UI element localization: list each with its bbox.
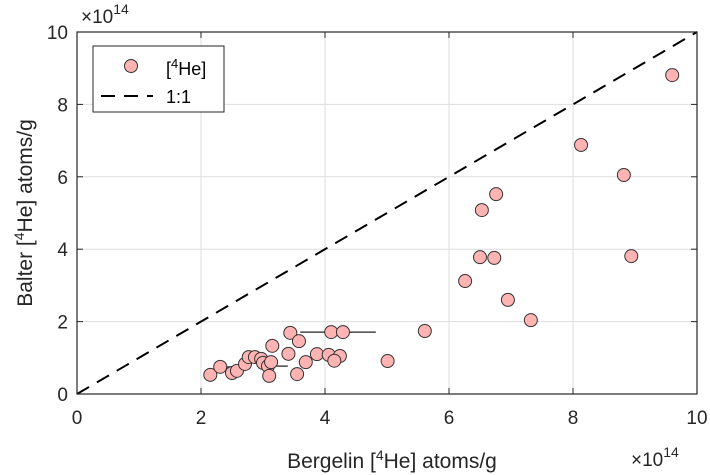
x-tick-label: 6: [444, 408, 455, 429]
data-point: [309, 347, 324, 362]
data-point: [523, 313, 538, 328]
data-point: [262, 368, 277, 383]
axis-ticks: [76, 31, 698, 395]
data-point: [265, 338, 280, 353]
y-exponent: ×1014: [81, 1, 129, 28]
y-tick-label: 0: [57, 385, 68, 406]
x-tick-label: 2: [196, 408, 207, 429]
y-tick-label: 10: [47, 23, 68, 44]
x-tick-labels: 0 2 4 6 8 10: [72, 408, 708, 429]
data-point: [264, 355, 279, 370]
data-point: [290, 367, 305, 382]
grid: [77, 32, 697, 394]
data-point: [500, 292, 515, 307]
data-point: [458, 274, 473, 289]
x-tick-label: 4: [320, 408, 331, 429]
data-point: [335, 325, 350, 340]
x-tick-label: 10: [686, 408, 707, 429]
legend-label-1to1: 1:1: [166, 87, 191, 107]
data-point: [327, 353, 342, 368]
x-tick-label: 0: [72, 408, 83, 429]
x-tick-label: 8: [568, 408, 579, 429]
data-point: [417, 324, 432, 339]
data-point: [665, 68, 680, 83]
data-points: [203, 68, 680, 383]
data-point: [291, 334, 306, 349]
data-point: [298, 355, 313, 370]
x-exponent: ×1014: [631, 444, 679, 471]
data-point: [489, 187, 504, 202]
data-point: [283, 325, 298, 340]
data-point: [473, 250, 487, 265]
data-point: [324, 325, 339, 340]
one-to-one-line: [76, 31, 698, 395]
data-point: [624, 249, 639, 264]
y-axis-label: Balter [4He] atoms/g: [11, 119, 37, 307]
y-tick-label: 8: [57, 95, 68, 116]
data-point: [487, 250, 502, 265]
plot-frame: [76, 31, 698, 395]
legend-box: [92, 45, 225, 113]
y-tick-label: 6: [57, 168, 68, 189]
data-point: [380, 354, 395, 369]
x-axis-label: Bergelin [4He] atoms/g: [287, 447, 497, 473]
data-point: [281, 346, 296, 361]
data-point: [213, 359, 228, 374]
data-point: [203, 367, 218, 382]
y-tick-label: 2: [57, 313, 68, 334]
data-point: [574, 137, 589, 152]
y-tick-labels: 0 2 4 6 8 10: [47, 23, 69, 406]
data-point: [616, 167, 631, 182]
legend-label-he: [4He]: [166, 56, 206, 79]
y-tick-label: 4: [57, 240, 68, 261]
data-point: [474, 203, 489, 218]
legend: [4He] 1:1: [92, 45, 225, 113]
legend-marker-circle: [124, 59, 138, 73]
